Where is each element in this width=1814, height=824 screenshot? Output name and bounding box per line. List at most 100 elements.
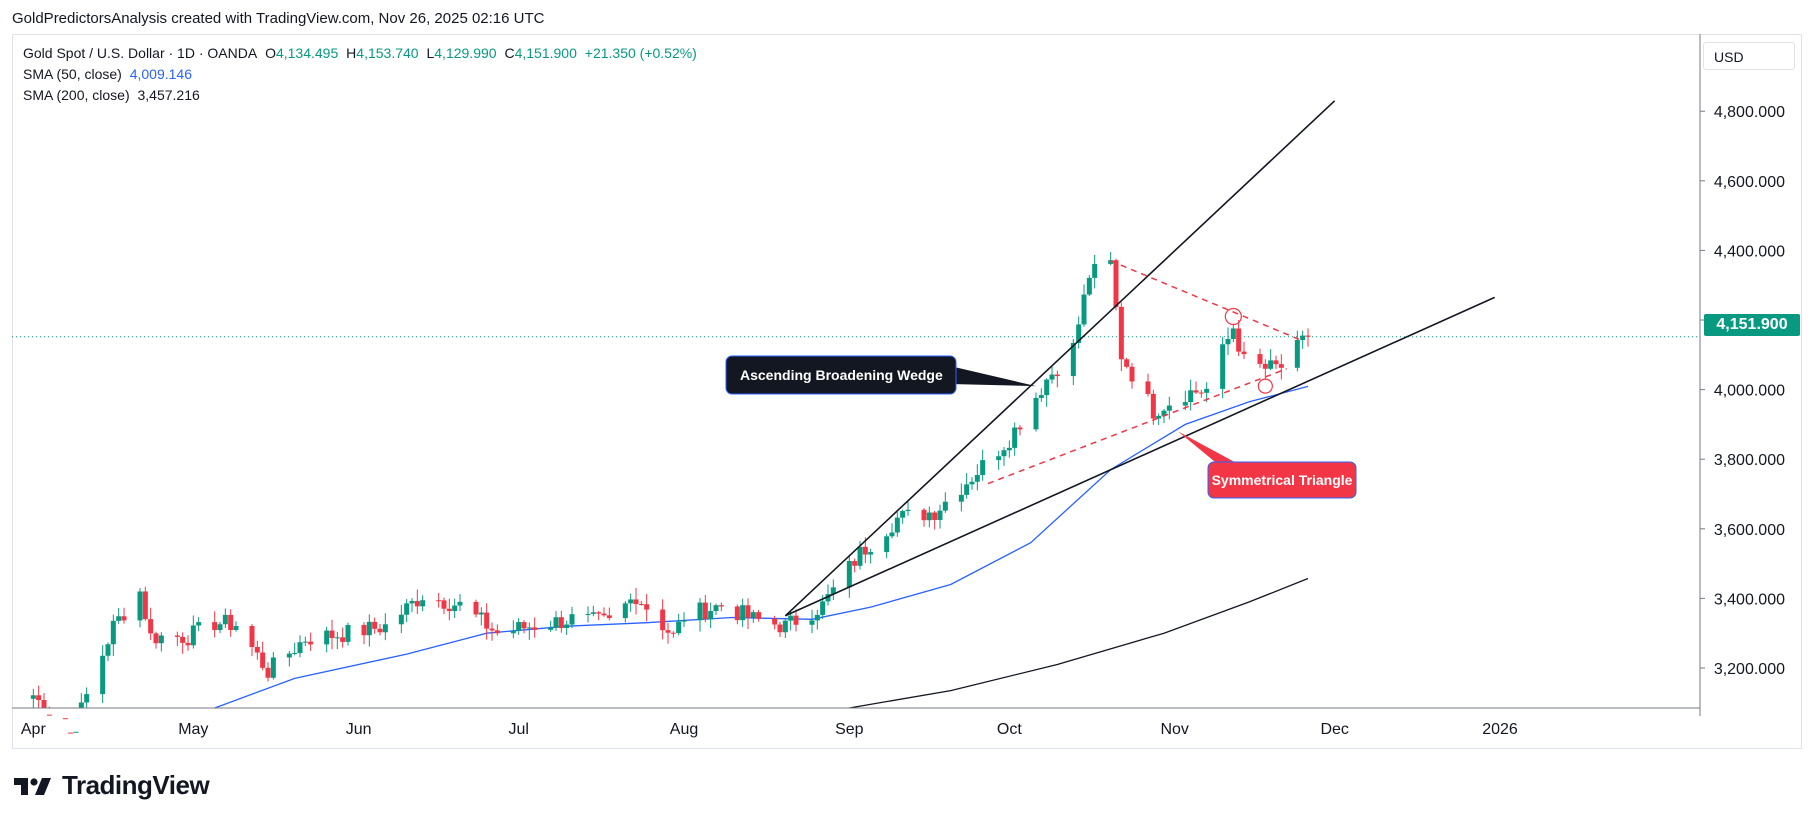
candle <box>36 685 42 708</box>
candle-body <box>478 612 484 615</box>
chart-frame <box>12 34 1802 749</box>
candle-body <box>1268 360 1274 369</box>
candle <box>868 548 874 564</box>
symbol-name: Gold Spot / U.S. Dollar · 1D · OANDA <box>23 45 258 61</box>
candle-body <box>601 613 607 616</box>
candle <box>404 599 410 623</box>
candle-body <box>516 622 522 631</box>
candle <box>1118 302 1124 372</box>
candle-body <box>590 612 596 614</box>
candle <box>1273 355 1279 369</box>
candle <box>532 617 538 638</box>
candle-body <box>249 626 255 648</box>
candle <box>1081 284 1087 327</box>
candle <box>436 592 442 608</box>
candle-body <box>84 694 90 703</box>
sma200-value: 3,457.216 <box>137 87 200 103</box>
candle-body <box>857 546 863 566</box>
candle <box>974 464 980 491</box>
candle-body <box>660 609 666 631</box>
candle <box>30 688 36 708</box>
candle <box>116 607 122 624</box>
candle <box>196 617 202 632</box>
candle-body <box>233 626 239 631</box>
candle <box>452 598 458 618</box>
candle-body <box>745 605 751 618</box>
candle-body <box>980 460 986 476</box>
candle-body <box>777 624 783 633</box>
legend-symbol-row[interactable]: Gold Spot / U.S. Dollar · 1D · OANDA O4,… <box>23 45 701 61</box>
candle <box>1257 348 1263 368</box>
candle <box>1145 373 1151 397</box>
candle <box>249 624 255 657</box>
candle <box>308 632 314 651</box>
candle <box>772 615 778 630</box>
wedge-upper-line <box>784 100 1336 617</box>
candle <box>889 523 895 539</box>
candle-body <box>30 695 36 699</box>
brand-logo[interactable]: TradingView <box>12 770 210 801</box>
candle <box>489 622 495 641</box>
price-tick-label: 3,600.000 <box>1714 522 1785 539</box>
legend-sma200-row[interactable]: SMA (200, close) 3,457.216 <box>23 87 204 103</box>
candle <box>1001 447 1007 466</box>
candle <box>233 621 239 632</box>
candle-body <box>526 627 532 629</box>
candle-body <box>788 615 794 621</box>
candle-body <box>889 532 895 537</box>
candle <box>814 609 820 630</box>
candle <box>638 600 644 606</box>
candle-body <box>1188 390 1194 403</box>
candle <box>740 598 746 628</box>
candle-body <box>1033 397 1039 430</box>
candle-body <box>1257 354 1263 364</box>
candle-body <box>196 622 202 626</box>
candle <box>1230 324 1236 343</box>
candle-body <box>1278 364 1284 368</box>
candle-body <box>676 621 682 634</box>
candle <box>676 613 682 636</box>
candle-body <box>718 605 724 607</box>
candle <box>73 731 79 733</box>
candle <box>121 607 127 624</box>
candle-body <box>1182 402 1188 406</box>
candle <box>830 579 836 601</box>
candle-body <box>884 536 890 553</box>
candle <box>84 687 90 708</box>
candle <box>958 483 964 512</box>
candle <box>1054 370 1060 388</box>
candle-body <box>958 494 964 502</box>
candle <box>558 610 564 633</box>
candle <box>750 609 756 623</box>
candle <box>718 602 724 612</box>
price-tick-label: 4,400.000 <box>1714 243 1785 260</box>
candle-body <box>558 617 564 629</box>
candle-body <box>190 625 196 646</box>
ohlc-open: O4,134.495 <box>265 45 339 61</box>
candle <box>105 642 111 662</box>
candle-body <box>665 630 671 633</box>
currency-selector[interactable]: USD <box>1703 42 1795 70</box>
candle-body <box>148 619 154 634</box>
candle <box>852 558 858 573</box>
candle-body <box>521 622 527 629</box>
candle-body <box>681 620 687 622</box>
candle <box>457 594 463 611</box>
time-tick-label: Dec <box>1320 721 1348 738</box>
candle <box>1241 341 1247 360</box>
legend-sma50-row[interactable]: SMA (50, close) 4,009.146 <box>23 66 196 82</box>
candle-body <box>1070 342 1076 377</box>
candle-body <box>644 604 650 610</box>
candle-body <box>1236 328 1242 352</box>
candle-body <box>974 475 980 482</box>
candle-body <box>809 620 815 625</box>
candle <box>553 611 559 631</box>
candle-body <box>46 714 52 716</box>
candle <box>441 597 447 615</box>
candle <box>809 609 815 634</box>
candle <box>1086 275 1092 297</box>
candle <box>601 607 607 617</box>
candle-body <box>110 620 116 645</box>
candle-body <box>1038 395 1044 398</box>
